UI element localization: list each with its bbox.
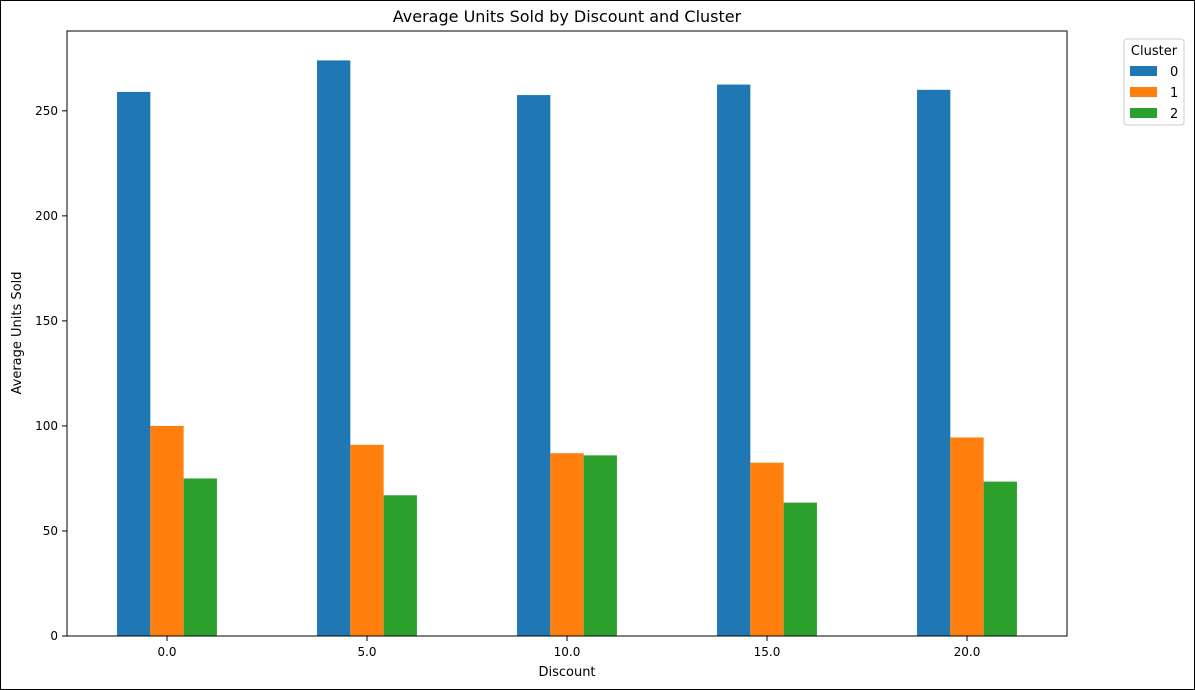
legend-title: Cluster <box>1131 44 1178 59</box>
bar-cluster-2-discount-20.0 <box>983 481 1017 636</box>
legend-swatch-0 <box>1130 66 1157 76</box>
bar-cluster-0-discount-20.0 <box>917 89 951 636</box>
x-tick-label: 5.0 <box>357 645 376 659</box>
x-tick-label: 0.0 <box>157 645 176 659</box>
y-axis-label: Average Units Sold <box>10 272 25 395</box>
bar-cluster-2-discount-0.0 <box>183 478 217 636</box>
legend-label-1: 1 <box>1170 86 1178 101</box>
bar-cluster-2-discount-10.0 <box>583 455 617 636</box>
bar-cluster-2-discount-15.0 <box>783 502 817 636</box>
legend-swatch-2 <box>1130 108 1157 118</box>
legend-swatch-1 <box>1130 87 1157 97</box>
bar-cluster-0-discount-5.0 <box>317 60 351 637</box>
legend-items: 0 1 2 <box>1130 65 1178 122</box>
chart-title: Average Units Sold by Discount and Clust… <box>393 7 742 26</box>
legend-box <box>1123 38 1185 126</box>
bars-group <box>117 60 1017 637</box>
y-tick-label: 100 <box>35 419 58 433</box>
x-axis-ticks: 0.0 5.0 10.0 15.0 20.0 <box>157 636 980 659</box>
x-axis-label: Discount <box>538 665 595 680</box>
bar-cluster-1-discount-15.0 <box>750 462 784 636</box>
y-axis-ticks: 0 50 100 150 200 250 <box>35 104 67 643</box>
bar-cluster-2-discount-5.0 <box>383 495 417 636</box>
bar-cluster-1-discount-0.0 <box>150 425 184 636</box>
legend: Cluster 0 1 2 <box>1123 38 1185 126</box>
y-tick-label: 150 <box>35 314 58 328</box>
bar-cluster-1-discount-10.0 <box>550 453 584 636</box>
bar-cluster-1-discount-5.0 <box>350 444 384 636</box>
x-tick-label: 15.0 <box>754 645 781 659</box>
bar-cluster-1-discount-20.0 <box>950 437 984 636</box>
x-tick-label: 10.0 <box>554 645 581 659</box>
y-tick-label: 50 <box>43 524 58 538</box>
bar-cluster-0-discount-10.0 <box>517 95 551 636</box>
legend-label-0: 0 <box>1170 65 1178 80</box>
y-tick-label: 250 <box>35 104 58 118</box>
y-tick-label: 0 <box>50 629 58 643</box>
x-tick-label: 20.0 <box>954 645 981 659</box>
bar-cluster-0-discount-0.0 <box>117 91 151 637</box>
y-tick-label: 200 <box>35 209 58 223</box>
legend-label-2: 2 <box>1170 107 1178 122</box>
bar-cluster-0-discount-15.0 <box>717 84 751 636</box>
